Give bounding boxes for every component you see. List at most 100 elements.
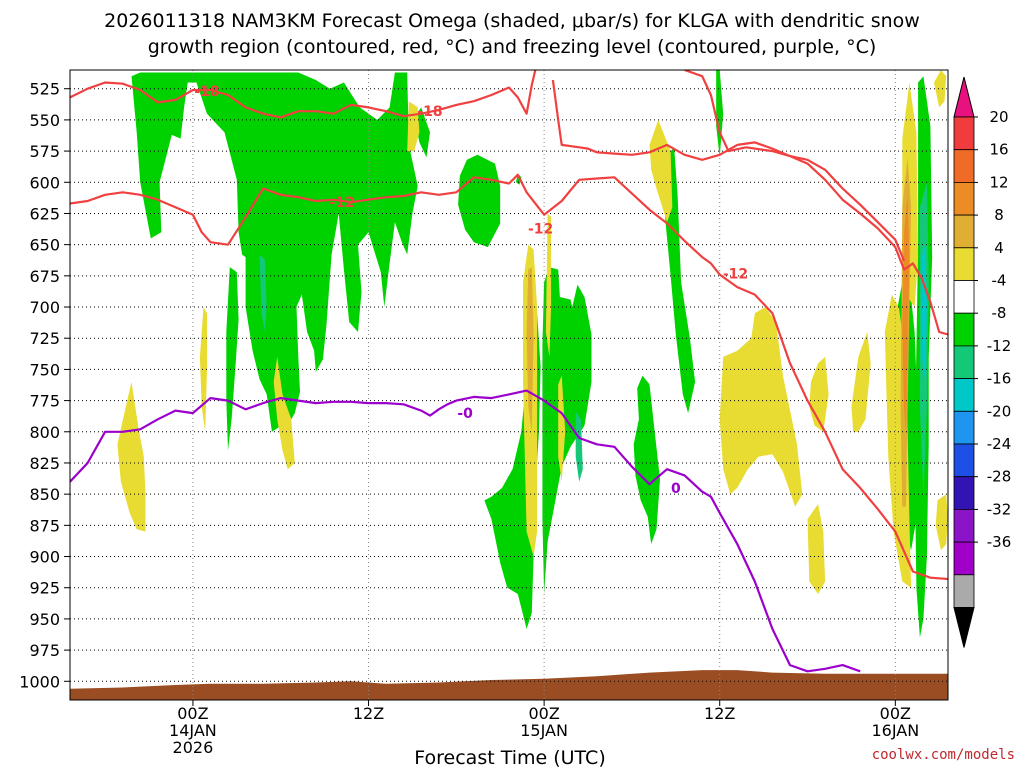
y-tick-label-600: 600 — [29, 173, 60, 192]
contour-series-0 — [70, 389, 861, 673]
omega-region-4 — [226, 267, 239, 451]
omega-region-34 — [902, 194, 910, 432]
y-tick-label-675: 675 — [29, 267, 60, 286]
omega-region-30 — [934, 70, 947, 108]
contour-label-5: -0 — [457, 406, 473, 422]
plot-frame — [69, 69, 949, 701]
colorbar-label-8: -16 — [987, 370, 1012, 388]
omega-region-2 — [458, 154, 501, 248]
contour-label-6: 0 — [671, 481, 681, 497]
contour-label-0: -18 — [194, 84, 219, 100]
y-tick-label-525: 525 — [29, 80, 60, 99]
colorbar-label-13: -36 — [987, 533, 1012, 551]
omega-region-22 — [558, 375, 566, 482]
omega-region-27 — [807, 504, 826, 594]
omega-region-0 — [131, 72, 418, 432]
colorbar-label-0: 20 — [989, 108, 1008, 126]
y-tick-label-825: 825 — [29, 454, 60, 473]
y-tick-label-750: 750 — [29, 360, 60, 379]
x-tick-label-3-1: 12Z — [704, 704, 735, 723]
colorbar-bin-9 — [953, 410, 975, 445]
x-tick-label-2-2: 15JAN — [520, 721, 568, 740]
omega-region-18 — [273, 356, 295, 470]
colorbar-bin-13 — [953, 541, 975, 576]
colorbar-label-12: -32 — [987, 500, 1012, 518]
colorbar-label-2: 12 — [989, 173, 1008, 191]
y-axis: 525 550 575 600 625 650 675 700 725 750 775 800 825 8… — [19, 80, 70, 691]
x-tick-label-0-3: 2026 — [173, 738, 214, 757]
colorbar-bin-8 — [953, 378, 975, 412]
omega-region-26 — [851, 332, 871, 432]
y-tick-label-850: 850 — [29, 485, 60, 504]
contour-label-2: -12 — [330, 195, 355, 211]
colorbar-bin-5 — [953, 280, 975, 314]
x-tick-label-4-1: 00Z — [880, 704, 911, 723]
chart-title-line-2: growth region (contoured, red, °C) and f… — [148, 36, 877, 58]
y-tick-label-575: 575 — [29, 142, 60, 161]
colorbar-bin-2 — [953, 181, 975, 216]
omega-region-8 — [663, 147, 696, 414]
chart-title-line-1: 2026011318 NAM3KM Forecast Omega (shaded… — [104, 10, 920, 32]
terrain-layer — [70, 670, 948, 700]
omega-region-21 — [545, 213, 552, 357]
x-tick-label-1-1: 12Z — [353, 704, 384, 723]
colorbar: 20 16 12 8 4 -4 -8 -12 -16 -20 -24 -28 -32 -36 — [953, 76, 1012, 648]
contour-series-2 — [551, 79, 948, 336]
y-tick-label-625: 625 — [29, 204, 60, 223]
omega-shading-layer — [117, 70, 948, 638]
gridlines — [70, 70, 948, 700]
x-tick-label-4-2: 16JAN — [871, 721, 919, 740]
colorbar-bin-7 — [953, 345, 975, 379]
contour-series-3 — [70, 70, 537, 119]
colorbar-bin-0 — [953, 116, 975, 151]
y-tick-label-925: 925 — [29, 579, 60, 598]
omega-region-7 — [633, 375, 660, 545]
contour-label-1: -18 — [417, 104, 442, 120]
y-tick-label-550: 550 — [29, 111, 60, 130]
colorbar-bin-10 — [953, 443, 975, 478]
colorbar-bin-1 — [953, 149, 975, 183]
y-tick-label-900: 900 — [29, 548, 60, 567]
y-tick-label-1000: 1000 — [19, 672, 60, 691]
y-tick-label-800: 800 — [29, 423, 60, 442]
omega-region-31 — [935, 494, 948, 551]
colorbar-label-5: -4 — [992, 272, 1007, 290]
terrain-surface — [70, 670, 948, 700]
contour-lines-layer — [70, 70, 948, 673]
colorbar-label-3: 8 — [994, 206, 1004, 224]
y-tick-label-875: 875 — [29, 516, 60, 535]
colorbar-bin-12 — [953, 508, 975, 543]
x-tick-label-0-1: 00Z — [177, 704, 208, 723]
x-axis-title: Forecast Time (UTC) — [414, 747, 605, 768]
y-tick-label-775: 775 — [29, 392, 60, 411]
colorbar-bin-4 — [953, 247, 975, 281]
colorbar-bin-6 — [953, 312, 975, 347]
contour-labels-layer: -18 -18 -12 -12 -12 -0 0 — [194, 84, 748, 497]
colorbar-label-1: 16 — [989, 141, 1008, 159]
colorbar-bin-11 — [953, 476, 975, 510]
colorbar-top-arrow — [953, 76, 975, 118]
colorbar-bottom-arrow — [953, 607, 975, 648]
y-tick-label-725: 725 — [29, 329, 60, 348]
colorbar-label-10: -24 — [987, 435, 1012, 453]
omega-region-6 — [542, 267, 592, 594]
colorbar-label-4: 4 — [994, 239, 1004, 257]
omega-region-24 — [719, 307, 803, 507]
contour-label-3: -12 — [528, 221, 553, 237]
x-tick-label-2-1: 00Z — [528, 704, 559, 723]
omega-region-17 — [199, 307, 207, 432]
plot-area-background — [70, 70, 948, 700]
y-tick-label-650: 650 — [29, 236, 60, 255]
y-tick-label-975: 975 — [29, 641, 60, 660]
omega-region-12 — [259, 254, 267, 332]
colorbar-label-11: -28 — [987, 468, 1012, 486]
y-tick-label-950: 950 — [29, 610, 60, 629]
omega-region-13 — [575, 411, 583, 482]
x-tick-label-0-2: 14JAN — [169, 721, 217, 740]
contour-series-1 — [70, 173, 948, 581]
colorbar-bin-14 — [953, 574, 975, 608]
colorbar-label-9: -20 — [987, 402, 1012, 420]
credit-text: coolwx.com/models — [872, 747, 1015, 763]
